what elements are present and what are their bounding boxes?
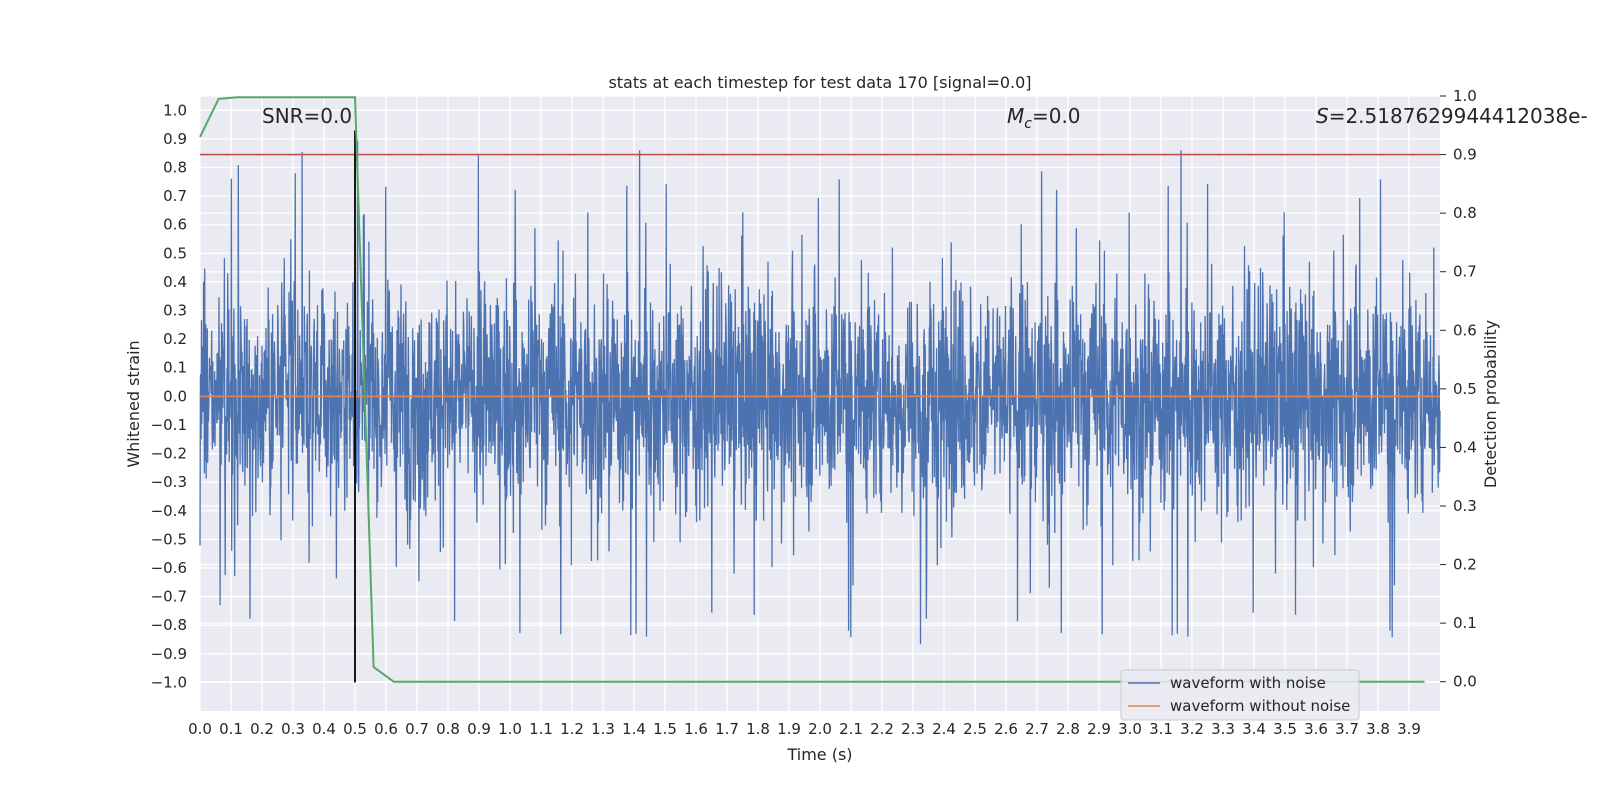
x-tick-label: 3.5: [1273, 720, 1297, 738]
y-tick-label: −0.7: [151, 588, 187, 606]
y-tick-label: 0.8: [163, 159, 187, 177]
x-tick-label: 0.6: [374, 720, 398, 738]
y-tick-label: −0.3: [151, 473, 187, 491]
x-tick-label: 3.6: [1304, 720, 1328, 738]
x-tick-label: 2.7: [1025, 720, 1049, 738]
x-tick-label: 3.9: [1397, 720, 1421, 738]
x-tick-label: 2.0: [808, 720, 832, 738]
y-tick-label: 0.5: [163, 244, 187, 262]
y2-tick-label: 0.2: [1453, 556, 1477, 574]
y2-tick-label: 0.1: [1453, 614, 1477, 632]
x-tick-label: 2.4: [932, 720, 956, 738]
y-tick-label: 0.9: [163, 130, 187, 148]
legend: waveform with noise waveform without noi…: [1120, 669, 1360, 721]
x-tick-label: 0.8: [436, 720, 460, 738]
y-tick-label: −1.0: [151, 673, 187, 691]
s-symbol: S: [1316, 104, 1329, 128]
y2-tick-label: 0.6: [1453, 321, 1477, 339]
x-tick-label: 1.7: [715, 720, 739, 738]
snr-annotation: SNR=0.0: [262, 104, 352, 128]
y2-tick-label: 1.0: [1453, 87, 1477, 105]
x-tick-label: 1.3: [591, 720, 615, 738]
y2-tick-label: 0.4: [1453, 438, 1477, 456]
x-tick-label: 2.3: [901, 720, 925, 738]
mc-subscript: c: [1024, 116, 1032, 132]
x-tick-label: 2.6: [994, 720, 1018, 738]
y2-tick-label: 0.8: [1453, 204, 1477, 222]
mc-symbol: M: [1007, 104, 1024, 128]
y-tick-label: −0.4: [151, 502, 187, 520]
x-tick-label: 0.9: [467, 720, 491, 738]
x-tick-label: 1.1: [529, 720, 553, 738]
y-tick-label: −0.5: [151, 530, 187, 548]
x-tick-label: 1.6: [684, 720, 708, 738]
y2-axis-label: Detection probability: [1481, 320, 1500, 488]
y-tick-label: 0.4: [163, 273, 187, 291]
x-tick-label: 3.7: [1335, 720, 1359, 738]
y-tick-label: −0.1: [151, 416, 187, 434]
x-tick-label: 1.0: [498, 720, 522, 738]
y-tick-label: −0.8: [151, 616, 187, 634]
legend-label-noise: waveform with noise: [1170, 674, 1326, 692]
x-tick-label: 2.9: [1087, 720, 1111, 738]
x-tick-label: 0.3: [281, 720, 305, 738]
x-tick-label: 2.8: [1056, 720, 1080, 738]
y2-tick-label: 0.3: [1453, 497, 1477, 515]
x-tick-label: 1.9: [777, 720, 801, 738]
legend-box: [1120, 669, 1360, 721]
y2-tick-label: 0.7: [1453, 263, 1477, 281]
x-tick-label: 1.5: [653, 720, 677, 738]
x-tick-label: 0.5: [343, 720, 367, 738]
chart-title: stats at each timestep for test data 170…: [608, 73, 1031, 92]
x-tick-label: 3.1: [1149, 720, 1173, 738]
s-value: =2.518762994441203​8e-: [1329, 104, 1588, 128]
x-tick-label: 0.0: [188, 720, 212, 738]
y-tick-label: −0.2: [151, 445, 187, 463]
y-tick-label: 0.6: [163, 216, 187, 234]
legend-label-clean: waveform without noise: [1170, 697, 1350, 715]
y-tick-label: 0.2: [163, 330, 187, 348]
y-tick-label: 0.0: [163, 387, 187, 405]
y-tick-label: −0.6: [151, 559, 187, 577]
x-tick-label: 1.4: [622, 720, 646, 738]
y-tick-label: 1.0: [163, 101, 187, 119]
x-tick-label: 2.2: [870, 720, 894, 738]
x-tick-label: 3.4: [1242, 720, 1266, 738]
y-tick-label: 0.1: [163, 359, 187, 377]
mc-annotation: Mc=0.0: [1007, 104, 1081, 132]
x-tick-label: 3.0: [1118, 720, 1142, 738]
mc-value: =0.0: [1032, 104, 1081, 128]
x-tick-label: 3.8: [1366, 720, 1390, 738]
x-tick-label: 1.8: [746, 720, 770, 738]
y2-tick-label: 0.0: [1453, 673, 1477, 691]
x-tick-label: 3.2: [1180, 720, 1204, 738]
noise-series: [199, 140, 1441, 645]
x-tick-label: 0.4: [312, 720, 336, 738]
waveform-with-noise-line: [199, 140, 1441, 645]
x-tick-label: 2.1: [839, 720, 863, 738]
y-tick-label: 0.7: [163, 187, 187, 205]
s-annotation: S=2.518762994441203​8e-: [1316, 104, 1588, 128]
y-tick-label: 0.3: [163, 302, 187, 320]
ticks: 0.0 0.1 0.2 0.3 0.4 0.5 0.6 0.7 0.8 0.9 1.0 1.1 1.2 1…: [151, 87, 1477, 738]
y-tick-label: −0.9: [151, 645, 187, 663]
x-tick-label: 0.1: [219, 720, 243, 738]
x-axis-label: Time (s): [786, 745, 852, 764]
x-tick-label: 0.2: [250, 720, 274, 738]
x-tick-label: 0.7: [405, 720, 429, 738]
x-tick-label: 3.3: [1211, 720, 1235, 738]
y-axis-label: Whitened strain: [124, 340, 143, 467]
detection-probability-line: [199, 96, 1425, 683]
line-series: [199, 96, 1440, 683]
y2-tick-label: 0.5: [1453, 380, 1477, 398]
x-tick-label: 2.5: [963, 720, 987, 738]
y2-tick-label: 0.9: [1453, 146, 1477, 164]
x-tick-label: 1.2: [560, 720, 584, 738]
